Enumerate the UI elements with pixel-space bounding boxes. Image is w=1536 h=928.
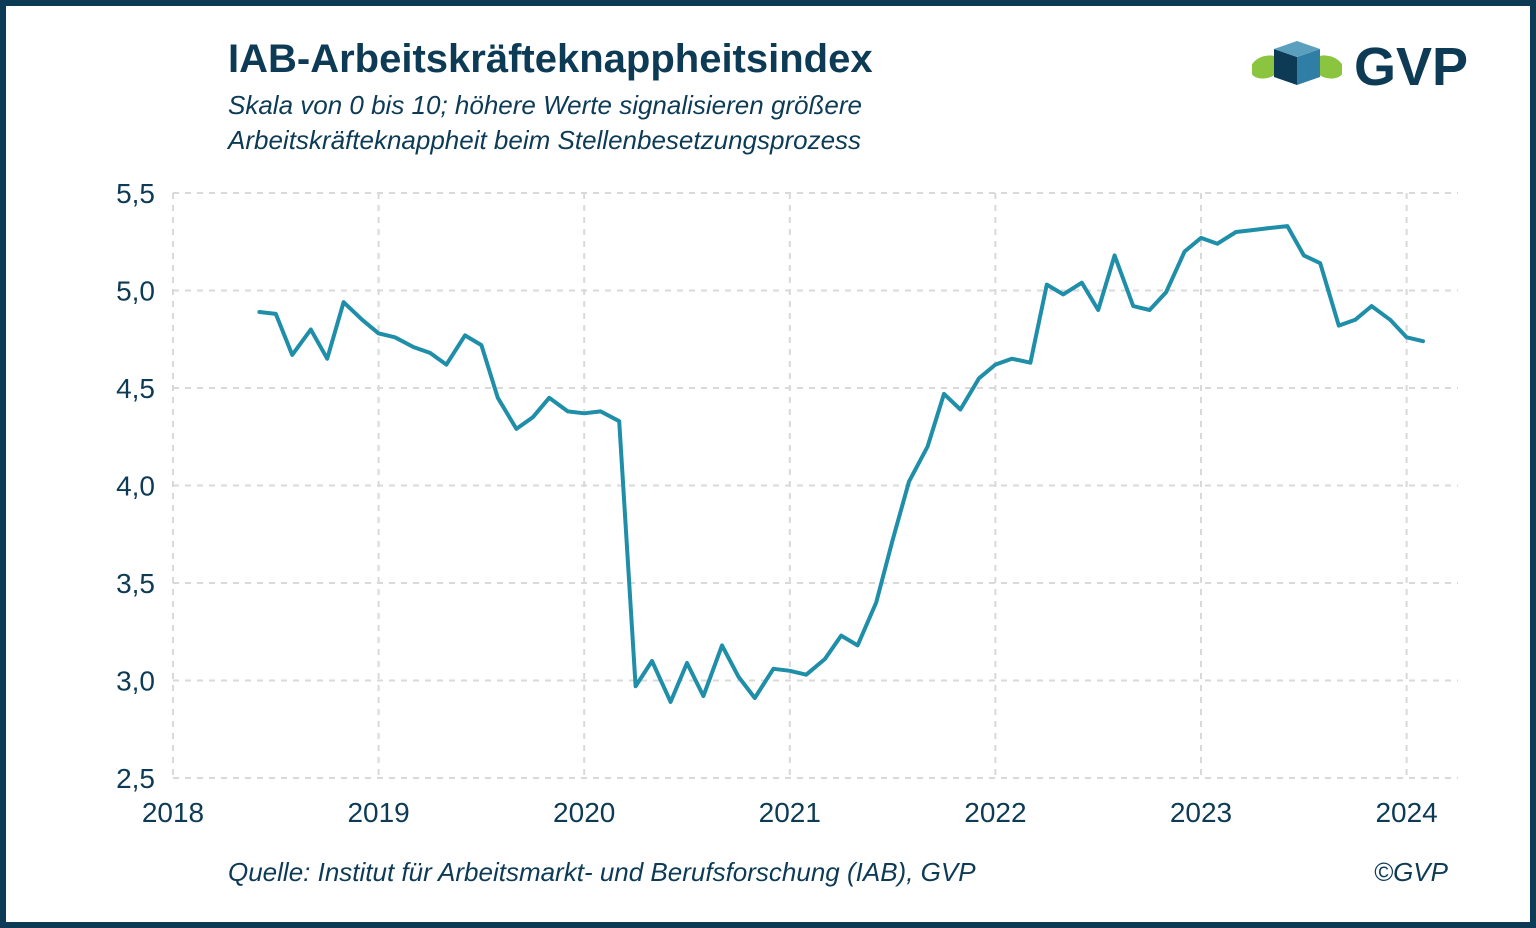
x-tick-label: 2022	[964, 797, 1026, 828]
x-tick-label: 2021	[759, 797, 821, 828]
y-tick-label: 4,0	[116, 471, 155, 502]
chart-frame: IAB-Arbeitskräfteknappheitsindex Skala v…	[0, 0, 1536, 928]
data-line	[259, 226, 1423, 702]
x-tick-label: 2023	[1170, 797, 1232, 828]
copyright-text: ©GVP	[1374, 857, 1448, 888]
y-tick-label: 3,5	[116, 568, 155, 599]
source-text: Quelle: Institut für Arbeitsmarkt- und B…	[228, 857, 976, 888]
x-tick-label: 2024	[1375, 797, 1437, 828]
chart-panel: IAB-Arbeitskräfteknappheitsindex Skala v…	[28, 28, 1508, 900]
y-tick-label: 5,5	[116, 178, 155, 209]
y-tick-label: 5,0	[116, 276, 155, 307]
y-tick-label: 3,0	[116, 666, 155, 697]
y-tick-label: 4,5	[116, 373, 155, 404]
chart-footer: Quelle: Institut für Arbeitsmarkt- und B…	[228, 857, 1448, 888]
y-tick-label: 2,5	[116, 763, 155, 794]
line-chart: 2,5 3,0 3,5 4,0 4,5 5,0 5,5 2018 2019 2020 2021 202…	[28, 28, 1508, 898]
x-tick-label: 2020	[553, 797, 615, 828]
x-tick-label: 2019	[347, 797, 409, 828]
x-tick-label: 2018	[142, 797, 204, 828]
